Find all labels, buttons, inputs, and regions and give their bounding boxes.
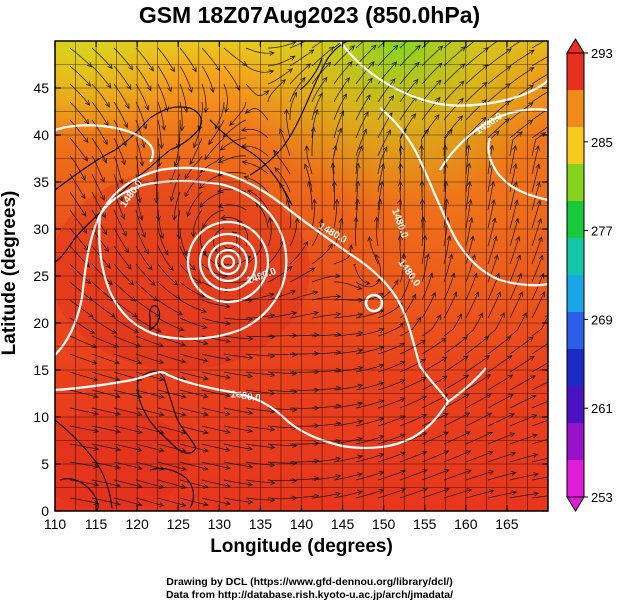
colorbar-segment xyxy=(567,201,584,239)
colorbar-segment xyxy=(567,90,584,128)
colorbar-segment xyxy=(567,423,584,461)
y-tick-label: 40 xyxy=(33,127,49,143)
colorbar-segment xyxy=(567,238,584,276)
colorbar-segment xyxy=(567,386,584,424)
colorbar-segment xyxy=(567,127,584,165)
y-axis-label: Latitude (degrees) xyxy=(0,190,20,356)
colorbar-tick-label: 261 xyxy=(591,401,613,416)
colorbar-segment xyxy=(567,53,584,91)
colorbar-tick-label: 293 xyxy=(591,46,613,61)
y-tick-label: 5 xyxy=(41,456,49,472)
colorbar-segment xyxy=(567,312,584,350)
x-tick-label: 150 xyxy=(372,516,396,532)
x-axis-label: Longitude (degrees) xyxy=(210,536,393,557)
y-tick-label: 30 xyxy=(33,221,49,237)
y-tick-label: 35 xyxy=(33,174,49,190)
x-tick-label: 140 xyxy=(290,516,314,532)
colorbar-segment xyxy=(567,275,584,313)
colorbar-tick-label: 269 xyxy=(591,312,613,327)
y-tick-label: 10 xyxy=(33,409,49,425)
y-tick-label: 0 xyxy=(41,503,49,519)
x-tick-label: 135 xyxy=(249,516,273,532)
colorbar-segment xyxy=(567,164,584,202)
map-grid xyxy=(55,41,548,511)
y-axis: 0 5 10 15 20 25 30 35 40 45 xyxy=(33,80,548,519)
x-tick-label: 165 xyxy=(495,516,519,532)
x-tick-label: 145 xyxy=(331,516,355,532)
page-title: GSM 18Z07Aug2023 (850.0hPa) xyxy=(138,2,481,28)
y-tick-label: 25 xyxy=(33,268,49,284)
credit-line-dcl: Drawing by DCL (https://www.gfd-dennou.o… xyxy=(166,576,453,588)
y-tick-label: 20 xyxy=(33,315,49,331)
x-tick-label: 130 xyxy=(208,516,232,532)
colorbar-tick-label: 253 xyxy=(591,490,613,505)
colorbar-segment xyxy=(567,349,584,387)
credit-line-data: Data from http://database.rish.kyoto-u.a… xyxy=(165,589,454,601)
x-tick-label: 160 xyxy=(454,516,478,532)
colorbar: 293 285 277 269 261 253 xyxy=(566,38,613,512)
colorbar-segment xyxy=(567,460,584,498)
x-axis: 110 115 120 125 130 135 140 145 150 155 160 165 xyxy=(44,41,519,532)
contour-label: 1480.0 xyxy=(230,389,262,404)
x-tick-label: 125 xyxy=(167,516,191,532)
y-tick-label: 15 xyxy=(33,362,49,378)
x-tick-label: 115 xyxy=(85,516,108,532)
x-tick-label: 120 xyxy=(125,516,149,532)
colorbar-tick-label: 277 xyxy=(591,224,613,239)
y-tick-label: 45 xyxy=(33,80,49,96)
colorbar-tick-label: 285 xyxy=(591,135,613,150)
x-tick-label: 155 xyxy=(413,516,437,532)
x-tick-label: 110 xyxy=(44,516,67,532)
